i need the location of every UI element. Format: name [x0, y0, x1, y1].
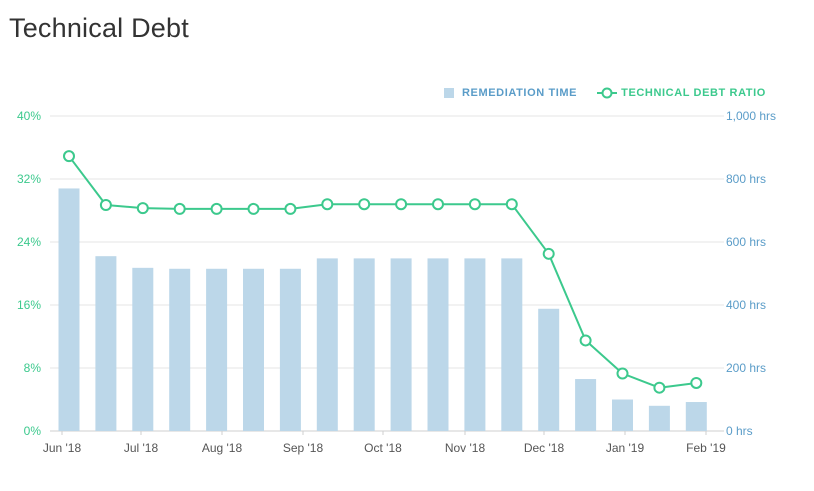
right-axis-tick-label: 600 hrs [726, 235, 766, 249]
legend-item-remediation-time[interactable]: REMEDIATION TIME [444, 87, 577, 99]
technical-debt-ratio-point [653, 381, 666, 394]
remediation-time-bar [390, 258, 412, 431]
remediation-time-bar [464, 258, 486, 431]
x-axis-tick-label: Feb '19 [686, 441, 726, 455]
remediation-time-bar [501, 258, 523, 431]
right-axis-tick-label: 400 hrs [726, 298, 766, 312]
legend-item-technical-debt-ratio[interactable]: TECHNICAL DEBT RATIO [597, 86, 766, 100]
technical-debt-ratio-point [99, 198, 112, 211]
legend-line-marker-icon [597, 87, 618, 99]
technical-debt-ratio-point [468, 198, 481, 211]
technical-debt-ratio-point [395, 198, 408, 211]
page-title: Technical Debt [9, 13, 189, 43]
right-axis-tick-label: 1,000 hrs [726, 109, 776, 123]
remediation-time-bar [427, 258, 449, 431]
left-axis-tick-label: 40% [17, 109, 41, 123]
technical-debt-ratio-point [247, 202, 260, 215]
left-axis: 0% 8% 16% 24% 32% 40% [17, 109, 41, 438]
technical-debt-ratio-point [616, 367, 629, 380]
technical-debt-ratio-point [173, 202, 186, 215]
remediation-time-bar [132, 267, 154, 431]
right-axis-tick-label: 200 hrs [726, 361, 766, 375]
technical-debt-ratio-point [432, 198, 444, 211]
technical-debt-ratio-point [284, 202, 297, 215]
x-axis-tick-label: Dec '18 [524, 441, 565, 455]
legend-label-remediation-time: REMEDIATION TIME [462, 87, 578, 99]
remediation-time-bar [685, 402, 707, 431]
remediation-time-bar [58, 188, 80, 431]
x-axis-tick-label: Jan '19 [606, 441, 645, 455]
left-axis-tick-label: 32% [17, 172, 41, 186]
x-axis-tick-label: Jun '18 [43, 441, 82, 455]
technical-debt-ratio-point [63, 150, 75, 163]
left-axis-tick-label: 0% [24, 424, 42, 438]
right-axis-tick-label: 0 hrs [726, 424, 753, 438]
technical-debt-ratio-point [690, 376, 703, 389]
chart-legend: REMEDIATION TIME TECHNICAL DEBT RATIO [444, 86, 786, 100]
x-axis: Jun '18 Jul '18 Aug '18 Sep '18 Oct '18 Nov '… [43, 431, 726, 455]
left-axis-tick-label: 8% [24, 361, 42, 375]
remediation-time-bar [612, 399, 633, 431]
remediation-time-bar [575, 379, 597, 431]
x-axis-tick-label: Nov '18 [445, 441, 486, 455]
x-axis-tick-label: Sep '18 [283, 441, 324, 455]
technical-debt-ratio-point [210, 202, 223, 215]
remediation-time-bar [353, 258, 375, 431]
remediation-time-bars [58, 188, 707, 431]
left-axis-tick-label: 24% [17, 235, 41, 249]
remediation-time-bar [206, 268, 228, 431]
technical-debt-ratio-polyline [68, 155, 697, 389]
remediation-time-bar [243, 268, 264, 431]
technical-debt-ratio-point [358, 198, 371, 211]
legend-label-technical-debt-ratio: TECHNICAL DEBT RATIO [621, 87, 766, 99]
grid-lines [50, 115, 724, 432]
technical-debt-ratio-point [542, 247, 555, 260]
legend-bar-swatch-icon [444, 88, 454, 98]
x-axis-tick-label: Oct '18 [364, 441, 402, 455]
x-axis-tick-label: Aug '18 [202, 441, 243, 455]
technical-debt-ratio-point [505, 198, 518, 211]
remediation-time-bar [316, 258, 338, 431]
remediation-time-bar [538, 308, 560, 431]
right-axis: 0 hrs 200 hrs 400 hrs 600 hrs 800 hrs 1,000 h… [726, 109, 776, 438]
technical-debt-ratio-points [63, 150, 703, 394]
right-axis-tick-label: 800 hrs [726, 172, 766, 186]
x-axis-tick-label: Jul '18 [124, 441, 159, 455]
remediation-time-bar [95, 256, 117, 431]
technical-debt-ratio-point [136, 202, 149, 215]
left-axis-tick-label: 16% [17, 298, 41, 312]
technical-debt-ratio-point [321, 198, 334, 211]
technical-debt-ratio-line [68, 155, 697, 389]
remediation-time-bar [169, 268, 191, 431]
remediation-time-bar [648, 405, 670, 431]
technical-debt-ratio-point [579, 334, 592, 347]
remediation-time-bar [279, 268, 301, 431]
